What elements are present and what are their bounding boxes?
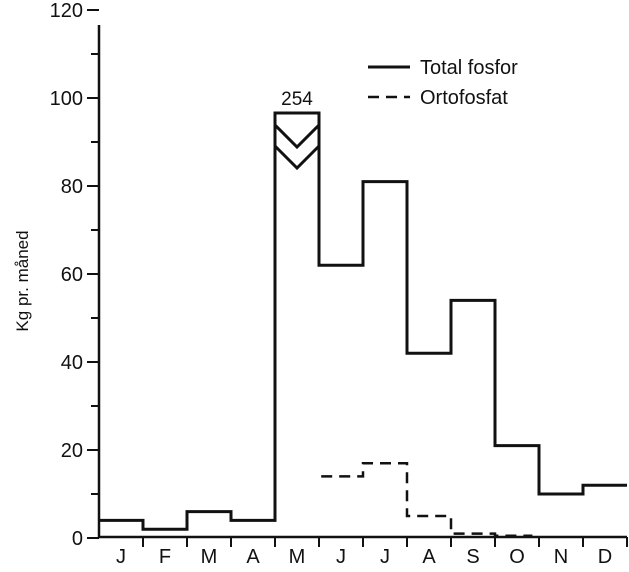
x-tick-label: J bbox=[116, 546, 126, 568]
off-scale-value-label: 254 bbox=[281, 89, 313, 110]
x-tick-label: A bbox=[246, 546, 260, 568]
x-tick-label: M bbox=[201, 546, 218, 568]
axis-break-annotation: 254 bbox=[273, 89, 321, 171]
y-axis-title: Kg pr. måned bbox=[13, 230, 32, 331]
x-tick-label: J bbox=[336, 546, 346, 568]
series-ortofosfat bbox=[321, 461, 533, 538]
y-ticks: 0 20 40 60 80 100 120 bbox=[50, 0, 99, 550]
series-total-fosfor bbox=[99, 111, 627, 531]
x-tick-label: D bbox=[598, 546, 612, 568]
x-tick-label: J bbox=[380, 546, 390, 568]
x-tick-label: N bbox=[554, 546, 568, 568]
x-tick-label: F bbox=[159, 546, 171, 568]
x-tick-label: M bbox=[289, 546, 306, 568]
legend-label: Ortofosfat bbox=[420, 87, 508, 109]
x-tick-label: O bbox=[509, 546, 525, 568]
legend: Total fosfor Ortofosfat bbox=[368, 57, 518, 109]
y-tick-label: 20 bbox=[61, 440, 83, 462]
y-tick-label: 0 bbox=[72, 528, 83, 550]
y-tick-label: 120 bbox=[50, 0, 83, 22]
x-tick-label: A bbox=[422, 546, 436, 568]
y-tick-label: 40 bbox=[61, 352, 83, 374]
legend-label: Total fosfor bbox=[420, 57, 518, 79]
y-tick-label: 100 bbox=[50, 88, 83, 110]
series-layer bbox=[99, 111, 627, 538]
plot-frame bbox=[97, 25, 627, 539]
axis-break-chevron-lower bbox=[273, 144, 321, 171]
y-tick-label: 80 bbox=[61, 176, 83, 198]
axis-break-chevron-upper bbox=[273, 123, 321, 150]
y-tick-label: 60 bbox=[61, 264, 83, 286]
x-tick-label: S bbox=[466, 546, 479, 568]
